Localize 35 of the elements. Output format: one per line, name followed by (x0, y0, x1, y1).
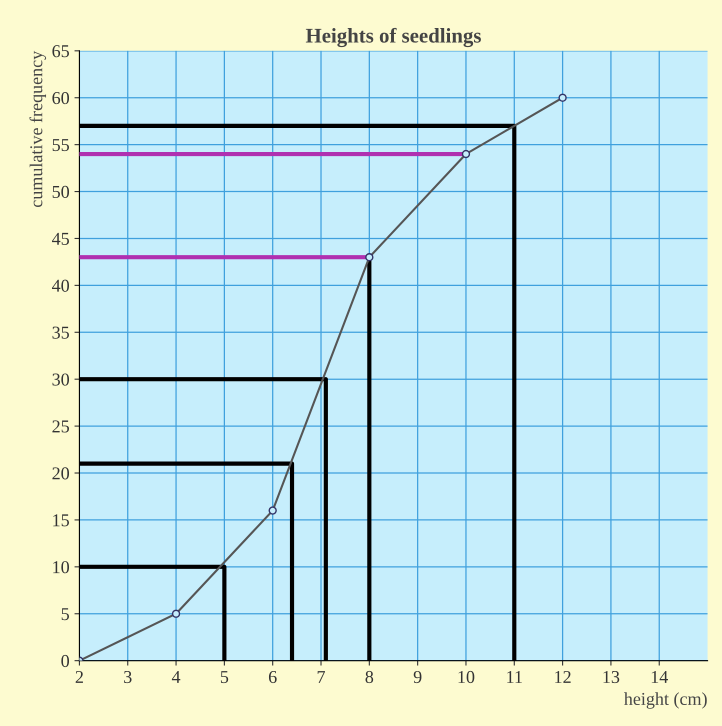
y-tick-label: 65 (52, 45, 69, 58)
x-tick-label: 12 (555, 670, 571, 683)
x-tick-label: 13 (603, 670, 620, 684)
x-axis-title: height (cm) (624, 692, 707, 709)
y-tick-label: 35 (52, 326, 69, 339)
x-tick-label: 4 (172, 671, 180, 683)
y-tick-label: 10 (53, 561, 70, 574)
x-tick-label: 5 (220, 671, 228, 684)
y-tick-label: 20 (52, 467, 70, 480)
x-tick-label: 7 (318, 671, 326, 683)
y-tick-label: 25 (52, 420, 69, 433)
y-tick-label: 55 (52, 139, 69, 152)
x-tick-label: 8 (366, 670, 374, 684)
y-tick-label: 30 (52, 373, 70, 386)
y-tick-label: 15 (53, 514, 69, 526)
y-tick-label: 0 (61, 654, 70, 668)
y-tick-label: 45 (52, 232, 69, 245)
x-tick-label: 6 (268, 670, 277, 684)
x-tick-label: 2 (76, 670, 83, 683)
point (462, 150, 470, 158)
y-tick-label: 5 (62, 608, 69, 620)
y-tick-label: 40 (52, 280, 70, 292)
y-tick-label: 50 (52, 186, 70, 198)
chart-title: Heights of seedlings (306, 28, 481, 48)
point (365, 253, 374, 262)
point (558, 94, 567, 102)
point (172, 610, 180, 618)
x-tick-label: 14 (652, 670, 668, 683)
y-axis-title: cumulative frequency (29, 50, 46, 208)
x-tick-label: 11 (507, 670, 522, 683)
x-tick-label: 9 (414, 670, 422, 684)
x-tick-label: 10 (458, 670, 474, 684)
x-tick-label: 3 (124, 670, 132, 684)
point (268, 506, 277, 515)
y-tick-label: 60 (52, 92, 70, 104)
